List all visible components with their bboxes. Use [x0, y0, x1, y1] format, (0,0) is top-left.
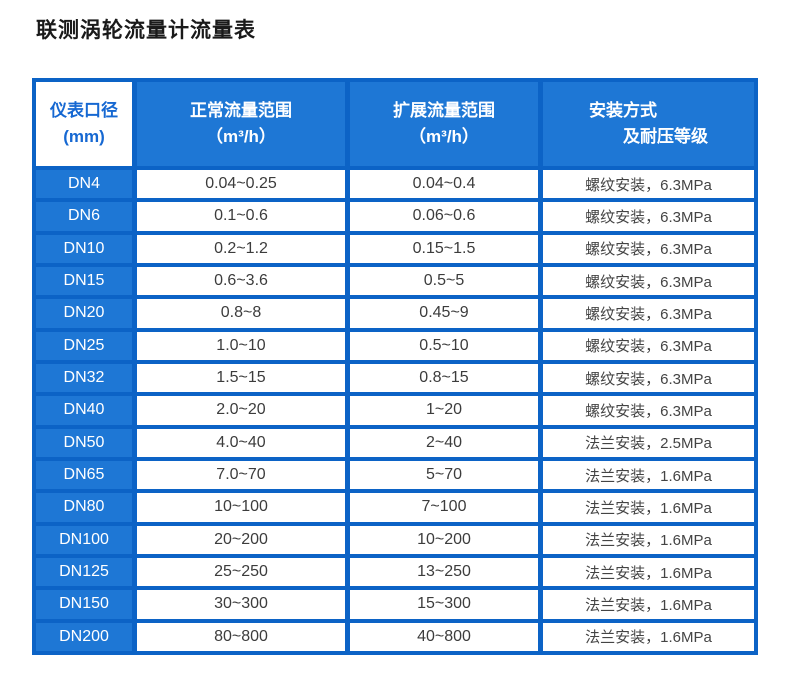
cell-normal-range: 2.0~20 — [137, 396, 345, 425]
cell-normal-range: 7.0~70 — [137, 460, 345, 490]
cell-normal-range: 20~200 — [137, 525, 345, 554]
cell-normal-range: 30~300 — [137, 590, 345, 619]
cell-diameter: DN80 — [36, 493, 132, 522]
cell-extended-range: 13~250 — [350, 557, 538, 587]
cell-installation: 螺纹安装，6.3MPa — [543, 202, 754, 231]
header-diameter-line2: (mm) — [63, 127, 105, 146]
cell-extended-range: 0.8~15 — [350, 363, 538, 393]
table-row: DN15 0.6~3.6 0.5~5 螺纹安装，6.3MPa — [36, 266, 754, 296]
cell-diameter: DN150 — [36, 590, 132, 619]
cell-extended-range: 0.04~0.4 — [350, 170, 538, 199]
cell-installation: 螺纹安装，6.3MPa — [543, 266, 754, 296]
table-row: DN40 2.0~20 1~20 螺纹安装，6.3MPa — [36, 396, 754, 425]
cell-extended-range: 0.45~9 — [350, 299, 538, 328]
table-row: DN100 20~200 10~200 法兰安装，1.6MPa — [36, 525, 754, 554]
table-row: DN80 10~100 7~100 法兰安装，1.6MPa — [36, 493, 754, 522]
cell-diameter: DN6 — [36, 202, 132, 231]
header-cell-normal-range: 正常流量范围 （m³/h） — [137, 82, 345, 166]
table-row: DN20 0.8~8 0.45~9 螺纹安装，6.3MPa — [36, 299, 754, 328]
header-normal-line2: （m³/h） — [206, 127, 276, 146]
cell-installation: 螺纹安装，6.3MPa — [543, 170, 754, 199]
cell-diameter: DN125 — [36, 557, 132, 587]
cell-extended-range: 40~800 — [350, 622, 538, 651]
cell-extended-range: 15~300 — [350, 590, 538, 619]
cell-diameter: DN32 — [36, 363, 132, 393]
cell-diameter: DN100 — [36, 525, 132, 554]
cell-extended-range: 0.15~1.5 — [350, 234, 538, 263]
cell-extended-range: 2~40 — [350, 428, 538, 457]
cell-diameter: DN20 — [36, 299, 132, 328]
cell-diameter: DN50 — [36, 428, 132, 457]
cell-diameter: DN15 — [36, 266, 132, 296]
cell-installation: 法兰安装，1.6MPa — [543, 525, 754, 554]
page-title: 联测涡轮流量计流量表 — [36, 19, 256, 42]
cell-diameter: DN10 — [36, 234, 132, 263]
header-installation-line1: 安装方式 — [589, 100, 657, 120]
cell-extended-range: 7~100 — [350, 493, 538, 522]
table-row: DN32 1.5~15 0.8~15 螺纹安装，6.3MPa — [36, 363, 754, 393]
cell-extended-range: 1~20 — [350, 396, 538, 425]
cell-extended-range: 10~200 — [350, 525, 538, 554]
header-installation-lines: 安装方式 及耐压等级 — [589, 98, 708, 151]
header-diameter-line1: 仪表口径 — [50, 100, 118, 120]
cell-normal-range: 4.0~40 — [137, 428, 345, 457]
cell-installation: 螺纹安装，6.3MPa — [543, 396, 754, 425]
table-row: DN50 4.0~40 2~40 法兰安装，2.5MPa — [36, 428, 754, 457]
cell-normal-range: 1.5~15 — [137, 363, 345, 393]
header-installation-line2: 及耐压等级 — [623, 127, 708, 146]
cell-diameter: DN40 — [36, 396, 132, 425]
table-row: DN65 7.0~70 5~70 法兰安装，1.6MPa — [36, 460, 754, 490]
cell-extended-range: 0.5~10 — [350, 331, 538, 360]
table-row: DN25 1.0~10 0.5~10 螺纹安装，6.3MPa — [36, 331, 754, 360]
cell-normal-range: 0.1~0.6 — [137, 202, 345, 231]
cell-normal-range: 0.6~3.6 — [137, 266, 345, 296]
header-normal-line1: 正常流量范围 — [190, 100, 292, 120]
cell-diameter: DN25 — [36, 331, 132, 360]
cell-installation: 螺纹安装，6.3MPa — [543, 299, 754, 328]
cell-diameter: DN4 — [36, 170, 132, 199]
cell-installation: 螺纹安装，6.3MPa — [543, 363, 754, 393]
table-row: DN4 0.04~0.25 0.04~0.4 螺纹安装，6.3MPa — [36, 170, 754, 199]
cell-installation: 法兰安装，1.6MPa — [543, 622, 754, 651]
cell-normal-range: 0.2~1.2 — [137, 234, 345, 263]
cell-extended-range: 0.5~5 — [350, 266, 538, 296]
cell-normal-range: 1.0~10 — [137, 331, 345, 360]
cell-installation: 螺纹安装，6.3MPa — [543, 331, 754, 360]
header-cell-extended-range: 扩展流量范围 （m³/h） — [350, 82, 538, 166]
flow-rate-table: 仪表口径 (mm) 正常流量范围 （m³/h） 扩展流量范围 （m³/h） 安装… — [32, 78, 758, 655]
cell-extended-range: 5~70 — [350, 460, 538, 490]
header-cell-diameter: 仪表口径 (mm) — [36, 82, 132, 166]
cell-diameter: DN200 — [36, 622, 132, 651]
cell-normal-range: 25~250 — [137, 557, 345, 587]
cell-normal-range: 80~800 — [137, 622, 345, 651]
header-extended-line2: （m³/h） — [409, 127, 479, 146]
header-extended-line1: 扩展流量范围 — [393, 100, 495, 120]
table-row: DN10 0.2~1.2 0.15~1.5 螺纹安装，6.3MPa — [36, 234, 754, 263]
header-cell-installation: 安装方式 及耐压等级 — [543, 82, 754, 166]
cell-extended-range: 0.06~0.6 — [350, 202, 538, 231]
table-header-row: 仪表口径 (mm) 正常流量范围 （m³/h） 扩展流量范围 （m³/h） 安装… — [36, 82, 754, 166]
cell-installation: 法兰安装，1.6MPa — [543, 557, 754, 587]
table-row: DN125 25~250 13~250 法兰安装，1.6MPa — [36, 557, 754, 587]
cell-installation: 法兰安装，2.5MPa — [543, 428, 754, 457]
cell-installation: 螺纹安装，6.3MPa — [543, 234, 754, 263]
cell-normal-range: 0.8~8 — [137, 299, 345, 328]
cell-normal-range: 10~100 — [137, 493, 345, 522]
cell-installation: 法兰安装，1.6MPa — [543, 493, 754, 522]
cell-installation: 法兰安装，1.6MPa — [543, 460, 754, 490]
cell-normal-range: 0.04~0.25 — [137, 170, 345, 199]
cell-installation: 法兰安装，1.6MPa — [543, 590, 754, 619]
table-row: DN6 0.1~0.6 0.06~0.6 螺纹安装，6.3MPa — [36, 202, 754, 231]
cell-diameter: DN65 — [36, 460, 132, 490]
table-row: DN150 30~300 15~300 法兰安装，1.6MPa — [36, 590, 754, 619]
table-row: DN200 80~800 40~800 法兰安装，1.6MPa — [36, 622, 754, 651]
